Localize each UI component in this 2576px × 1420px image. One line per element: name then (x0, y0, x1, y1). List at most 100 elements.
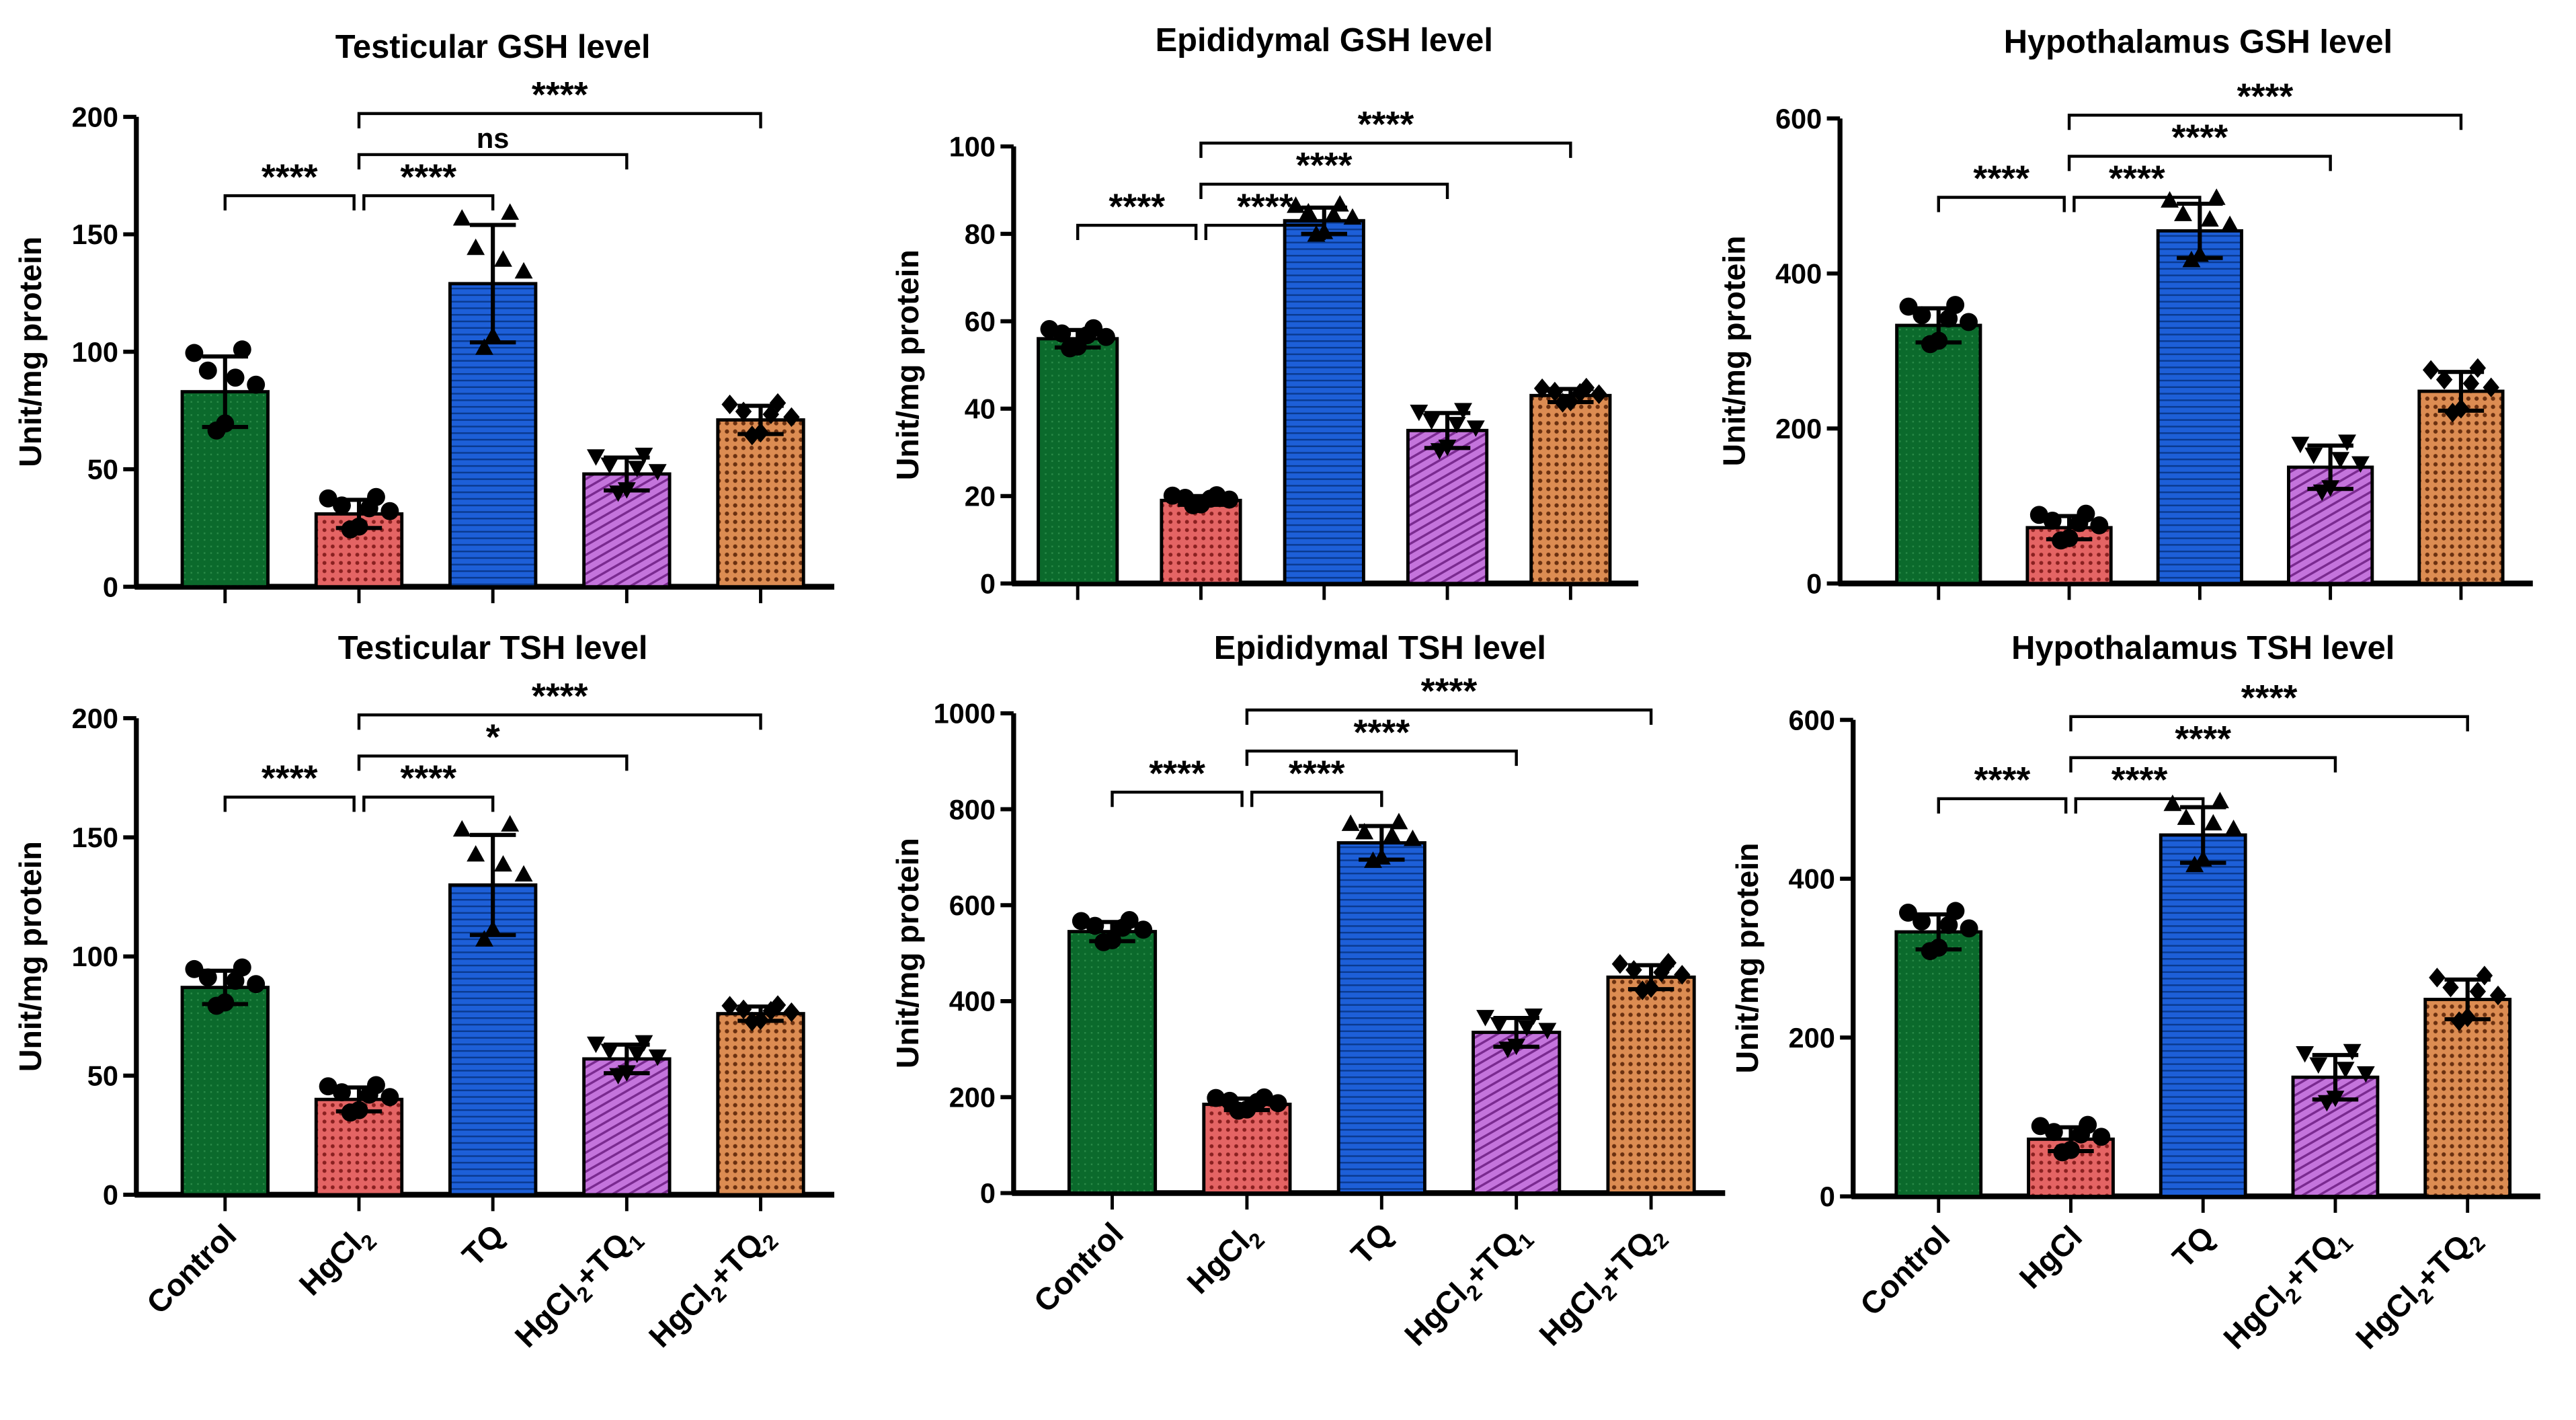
data-point (514, 865, 533, 882)
significance-bracket (357, 754, 629, 771)
data-point (2312, 484, 2331, 502)
bar (2423, 998, 2512, 1198)
data-point (635, 447, 653, 465)
data-point (1430, 443, 1449, 460)
data-point (1078, 326, 1096, 345)
significance-bracket (2069, 756, 2337, 773)
chart-panel: Epididymal TSH level Unit/mg protein 0 200 4… (890, 630, 1726, 1352)
data-point (1324, 205, 1343, 223)
data-point (226, 972, 245, 990)
data-point (1913, 306, 1931, 325)
data-point (2200, 210, 2219, 227)
data-point (1341, 814, 1360, 831)
significance-bracket (357, 112, 762, 128)
y-tick-label: 200 (1789, 1022, 1835, 1054)
data-point (185, 344, 204, 362)
data-point (207, 996, 226, 1015)
data-point (743, 1011, 760, 1031)
bar (2417, 389, 2505, 586)
x-tick-label: HgCl2+TQ1 (2216, 1219, 2358, 1360)
x-tick-label: HgCl2 (292, 1218, 381, 1306)
chart-panel: Hypothalamus GSH level Unit/mg protein 0 20… (1716, 24, 2533, 600)
data-point (233, 340, 251, 359)
y-tick-label: 600 (949, 890, 996, 921)
data-point (198, 361, 217, 380)
x-tick-label: HgCl2+TQ1 (508, 1218, 649, 1359)
data-point (2072, 1125, 2091, 1144)
data-point (1113, 918, 1132, 937)
data-point (2070, 514, 2089, 532)
y-axis-label: Unit/mg protein (13, 841, 48, 1072)
significance-bracket (1204, 223, 1326, 241)
data-point (247, 975, 266, 994)
y-tick-label: 0 (1806, 567, 1822, 599)
data-point (1184, 496, 1203, 514)
data-point (2190, 245, 2209, 262)
data-point (721, 996, 738, 1016)
data-point (1653, 962, 1670, 982)
data-point (648, 1049, 667, 1066)
chart-panel: Hypothalamus TSH level Unit/mg protein 0 20… (1730, 630, 2540, 1360)
data-point (648, 464, 667, 481)
y-tick-label: 800 (949, 793, 996, 825)
data-point (2317, 1095, 2336, 1112)
bar (2159, 833, 2247, 1198)
significance-label: **** (2111, 760, 2168, 800)
data-point (1899, 904, 1917, 922)
significance-label: **** (1421, 671, 1478, 711)
y-tick-label: 200 (72, 703, 118, 734)
data-point (475, 338, 493, 355)
data-point (1454, 403, 1472, 420)
data-point (2182, 251, 2201, 268)
data-point (1390, 812, 1408, 830)
significance-bracket (2067, 114, 2463, 130)
significance-bracket (357, 713, 762, 730)
data-point (2351, 456, 2370, 473)
data-point (2193, 850, 2212, 867)
data-point (333, 496, 351, 515)
data-point (333, 1083, 351, 1102)
data-point (233, 958, 251, 977)
y-tick-label: 1000 (934, 698, 996, 729)
data-point (783, 1002, 800, 1023)
data-point (341, 1103, 360, 1122)
data-point (769, 995, 787, 1015)
data-point (1094, 933, 1113, 951)
x-tick-label: HgCl2 (1180, 1216, 1269, 1304)
data-point (2321, 480, 2340, 497)
y-tick-label: 0 (980, 1177, 996, 1209)
significance-bracket (2074, 797, 2205, 814)
data-point (1330, 195, 1349, 212)
bar (716, 418, 805, 589)
data-point (207, 421, 226, 440)
data-point (475, 930, 493, 947)
x-tick-label: HgCl2+TQ2 (2349, 1219, 2490, 1360)
data-point (1498, 1041, 1517, 1058)
data-point (501, 203, 520, 220)
data-point (1946, 296, 1965, 314)
data-point (1517, 1020, 1536, 1037)
significance-label: **** (2241, 678, 2298, 718)
data-point (1343, 208, 1362, 225)
significance-label: **** (1974, 760, 2031, 800)
data-point (226, 368, 245, 387)
data-point (341, 520, 360, 539)
data-point (2053, 1143, 2072, 1162)
bar (2025, 526, 2113, 586)
significance-bracket (1937, 797, 2068, 814)
x-tick-label: Control (1853, 1219, 1956, 1322)
data-point (2343, 1043, 2362, 1061)
y-tick-label: 600 (1775, 103, 1822, 134)
data-point (600, 1043, 619, 1060)
data-point (2177, 808, 2196, 825)
y-tick-label: 400 (949, 986, 996, 1017)
significance-label: **** (2172, 118, 2228, 158)
data-point (2163, 794, 2182, 812)
data-point (1201, 489, 1219, 508)
chart-title: Epididymal GSH level (1156, 22, 1493, 58)
data-point (2326, 1091, 2345, 1107)
significance-label: **** (1353, 712, 1410, 752)
data-point (2469, 981, 2487, 1002)
data-point (1466, 420, 1485, 437)
data-point (1960, 313, 1978, 331)
